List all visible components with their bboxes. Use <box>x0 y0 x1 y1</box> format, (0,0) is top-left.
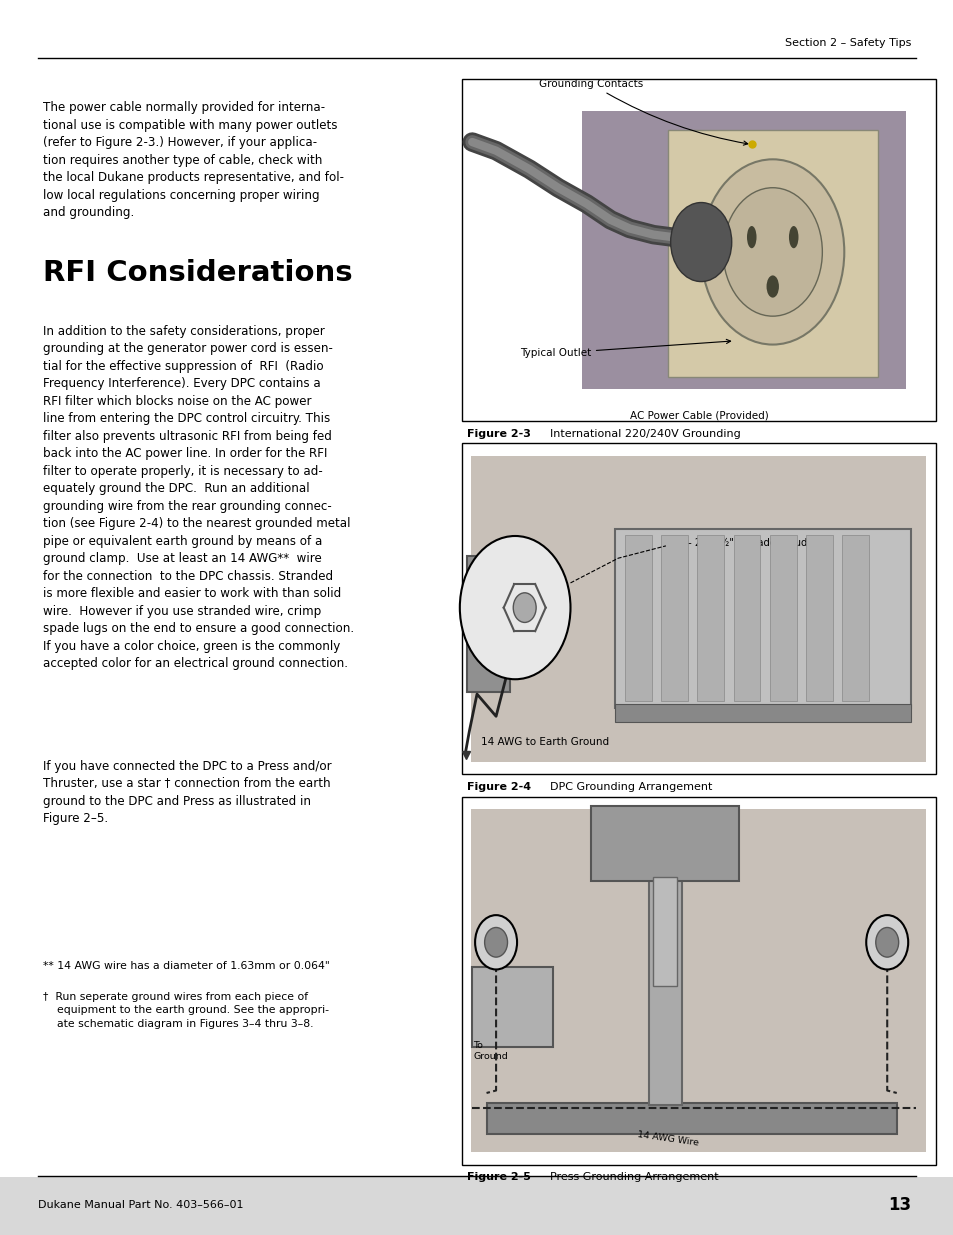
Circle shape <box>865 915 907 969</box>
Text: 13: 13 <box>887 1197 910 1214</box>
Bar <box>471 809 925 1152</box>
Text: †  Run seperate ground wires from each piece of
    equipment to the earth groun: † Run seperate ground wires from each pi… <box>43 992 329 1029</box>
Ellipse shape <box>788 226 798 248</box>
Text: 10 – 24 x ½" threaded stud: 10 – 24 x ½" threaded stud <box>670 538 806 548</box>
Bar <box>841 535 868 701</box>
Bar <box>472 967 553 1047</box>
Text: The power cable normally provided for interna-
tional use is compatible with man: The power cable normally provided for in… <box>43 101 344 220</box>
Bar <box>653 877 677 986</box>
Text: Typical Outlet: Typical Outlet <box>519 340 730 358</box>
Circle shape <box>459 536 570 679</box>
Bar <box>733 535 760 701</box>
Text: Figure 2-4: Figure 2-4 <box>466 782 530 792</box>
Text: Grounding Contacts: Grounding Contacts <box>538 79 747 146</box>
Text: AC Power Cable (Provided): AC Power Cable (Provided) <box>629 410 768 420</box>
Bar <box>624 535 651 701</box>
Text: RFI Considerations: RFI Considerations <box>43 259 353 288</box>
Bar <box>697 535 723 701</box>
Bar <box>461 797 935 1165</box>
Bar <box>648 834 681 1105</box>
Circle shape <box>700 159 843 345</box>
Text: In addition to the safety considerations, proper
grounding at the generator powe: In addition to the safety considerations… <box>43 325 354 671</box>
Text: DPC Grounding Arrangement: DPC Grounding Arrangement <box>550 782 712 792</box>
Text: International 220/240V Grounding: International 220/240V Grounding <box>550 429 740 438</box>
Text: Section 2 – Safety Tips: Section 2 – Safety Tips <box>784 37 910 47</box>
Text: Dukane Manual Part No. 403–566–01: Dukane Manual Part No. 403–566–01 <box>38 1200 243 1210</box>
Ellipse shape <box>766 275 779 298</box>
Text: Figure 2-5: Figure 2-5 <box>466 1172 530 1182</box>
Text: Figure 2-3: Figure 2-3 <box>466 429 530 438</box>
Bar <box>660 535 687 701</box>
Bar <box>615 529 910 708</box>
Bar <box>805 535 832 701</box>
Bar <box>591 806 739 881</box>
Bar <box>769 535 796 701</box>
Bar <box>615 704 910 722</box>
Text: ** 14 AWG wire has a diameter of 1.63mm or 0.064": ** 14 AWG wire has a diameter of 1.63mm … <box>43 961 330 971</box>
Text: To
Ground: To Ground <box>473 1041 507 1061</box>
Bar <box>581 111 905 389</box>
Bar <box>0 1177 953 1235</box>
Text: If you have connected the DPC to a Press and/or
Thruster, use a star † connectio: If you have connected the DPC to a Press… <box>43 760 332 825</box>
Text: 14 AWG to Earth Ground: 14 AWG to Earth Ground <box>480 737 608 747</box>
Bar <box>486 1103 896 1134</box>
Text: 14 AWG Wire: 14 AWG Wire <box>636 1130 699 1147</box>
Bar <box>461 79 935 421</box>
Circle shape <box>670 203 731 282</box>
Ellipse shape <box>746 226 756 248</box>
Text: Press Grounding Arrangement: Press Grounding Arrangement <box>550 1172 719 1182</box>
Circle shape <box>875 927 898 957</box>
Bar <box>667 130 877 377</box>
Bar <box>471 456 925 762</box>
Circle shape <box>484 927 507 957</box>
Circle shape <box>513 593 536 622</box>
Bar <box>461 443 935 774</box>
Circle shape <box>722 188 821 316</box>
Circle shape <box>475 915 517 969</box>
Bar <box>467 556 510 692</box>
